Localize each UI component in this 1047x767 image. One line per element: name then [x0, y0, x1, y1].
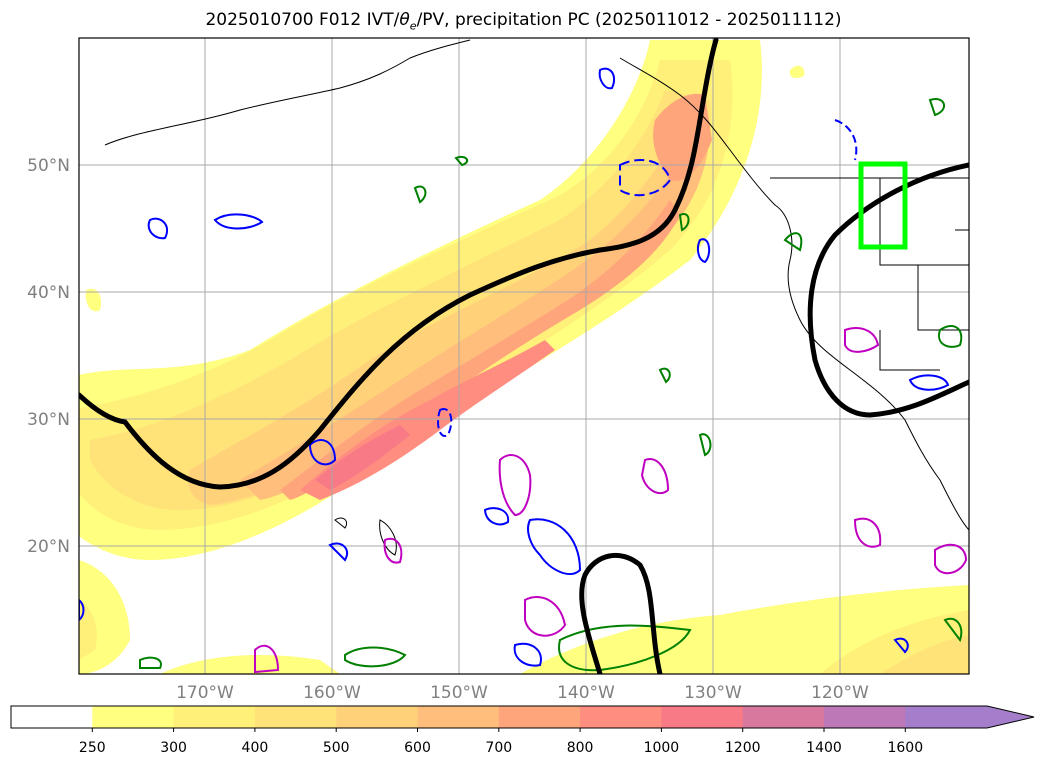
region-box	[858, 161, 908, 250]
lat-label-50n: 50°N	[27, 156, 70, 176]
pv-black-contours	[79, 38, 969, 674]
colorbar-level-label: 300	[160, 740, 187, 756]
colorbar-cell	[336, 706, 418, 728]
lat-label-30n: 30°N	[27, 410, 70, 430]
title-theta: θ	[399, 10, 410, 30]
colorbar-cell	[498, 706, 581, 728]
map-title: 2025010700 F012 IVT/θe/PV, precipitation…	[0, 10, 1047, 32]
lon-label-150w: 150°W	[430, 683, 488, 703]
colorbar-level-label: 500	[323, 740, 350, 756]
colorbar-level-label: 1000	[644, 740, 680, 756]
precip-pc-magenta-contours	[254, 327, 968, 674]
colorbar-cell	[824, 706, 906, 728]
colorbar-cell	[173, 706, 256, 728]
precip-pc-green-contours	[139, 98, 963, 672]
colorbar-level-label: 1200	[725, 740, 761, 756]
colorbar-cell	[92, 706, 175, 728]
colorbar: 250 300 400 500 600 700 800 1000 1200 1400 1600	[10, 705, 1035, 756]
theta-e-blue-contours	[79, 67, 950, 667]
colorbar-cell-extend	[905, 706, 1034, 728]
colorbar-cell	[417, 706, 500, 728]
title-theta-sub: e	[409, 19, 417, 33]
colorbar-level-label: 1400	[806, 740, 842, 756]
colorbar-level-label: 800	[567, 740, 594, 756]
title-suffix: /PV, precipitation PC (2025011012 - 2025…	[416, 10, 842, 30]
colorbar-level-label: 600	[404, 740, 431, 756]
colorbar-level-label: 400	[242, 740, 269, 756]
colorbar-cell	[742, 706, 825, 728]
colorbar-cell	[580, 706, 662, 728]
lon-label-160w: 160°W	[303, 683, 361, 703]
lat-label-20n: 20°N	[27, 537, 70, 557]
colorbar-cell	[661, 706, 744, 728]
colorbar-level-label: 1600	[887, 740, 923, 756]
title-prefix: 2025010700 F012 IVT/	[205, 10, 400, 30]
lon-label-170w: 170°W	[176, 683, 234, 703]
colorbar-outline	[10, 705, 1035, 729]
gridlines	[79, 38, 969, 674]
colorbar-cell	[254, 706, 337, 728]
lat-label-40n: 40°N	[27, 283, 70, 303]
lon-label-130w: 130°W	[684, 683, 742, 703]
plot-frame	[78, 37, 970, 675]
lon-label-120w: 120°W	[811, 683, 869, 703]
lon-labels: 170°W 160°W 150°W 140°W 130°W 120°W	[176, 683, 869, 703]
lat-labels: 50°N 40°N 30°N 20°N	[27, 156, 70, 557]
colorbar-level-label: 700	[485, 740, 512, 756]
colorbar-level-label: 250	[79, 740, 106, 756]
colorbar-cell	[11, 706, 93, 728]
coastlines	[104, 39, 969, 556]
lon-label-140w: 140°W	[557, 683, 615, 703]
